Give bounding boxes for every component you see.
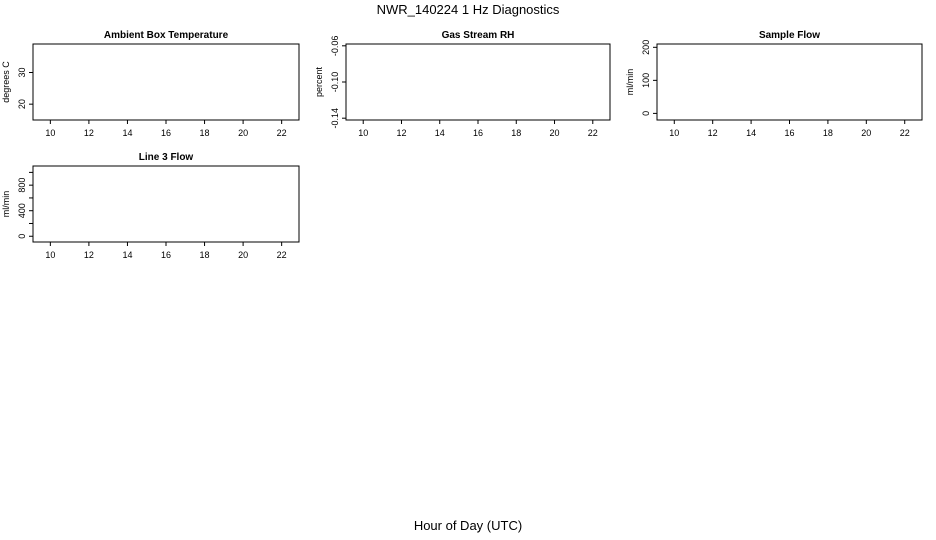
chart-panel: Ambient Box Temperature 10 12 14 16 18 20 22 20 3… <box>1 30 300 138</box>
x-tick-label: 14 <box>122 128 132 138</box>
x-tick-label: 10 <box>45 250 55 260</box>
panel-title: Line 3 Flow <box>139 152 194 163</box>
y-tick-label: -0.10 <box>330 72 340 93</box>
page-title: NWR_140224 1 Hz Diagnostics <box>376 2 560 17</box>
plot-frame <box>32 165 300 243</box>
x-tick-label: 16 <box>784 128 794 138</box>
x-tick-label: 22 <box>277 250 287 260</box>
x-tick-label: 18 <box>200 128 210 138</box>
y-axis-label: ml/min <box>625 69 635 96</box>
plot-frame <box>656 43 923 121</box>
y-tick-label: 0 <box>17 234 27 239</box>
x-tick-label: 12 <box>84 250 94 260</box>
x-tick-label: 10 <box>45 128 55 138</box>
y-tick-label: 30 <box>17 67 27 77</box>
x-tick-label: 18 <box>511 128 521 138</box>
x-tick-label: 10 <box>358 128 368 138</box>
x-tick-label: 12 <box>708 128 718 138</box>
x-tick-label: 16 <box>473 128 483 138</box>
x-tick-label: 16 <box>161 128 171 138</box>
y-axis-label: ml/min <box>1 191 11 218</box>
plot-frame <box>345 43 611 121</box>
x-tick-label: 18 <box>200 250 210 260</box>
x-tick-label: 22 <box>588 128 598 138</box>
x-tick-label: 16 <box>161 250 171 260</box>
x-tick-label: 18 <box>823 128 833 138</box>
y-tick-label: 100 <box>641 73 651 88</box>
panel-title: Ambient Box Temperature <box>104 30 229 41</box>
plot-frame <box>32 43 300 121</box>
y-tick-label: -0.06 <box>330 36 340 57</box>
x-tick-label: 14 <box>435 128 445 138</box>
x-tick-label: 22 <box>277 128 287 138</box>
panel-title: Sample Flow <box>759 30 820 41</box>
x-tick-label: 20 <box>861 128 871 138</box>
x-tick-label: 14 <box>122 250 132 260</box>
x-tick-label: 20 <box>550 128 560 138</box>
chart-panel: Gas Stream RH 10 12 14 16 18 20 22 -0.14 -0.10 -0.… <box>314 30 611 138</box>
y-tick-label: -0.14 <box>330 108 340 129</box>
y-tick-label: 20 <box>17 99 27 109</box>
y-tick-label: 0 <box>641 111 651 116</box>
y-axis-label: percent <box>314 66 324 97</box>
y-tick-label: 400 <box>17 203 27 218</box>
x-tick-label: 20 <box>238 128 248 138</box>
x-tick-label: 12 <box>84 128 94 138</box>
x-tick-label: 10 <box>669 128 679 138</box>
x-axis-label: Hour of Day (UTC) <box>413 518 523 533</box>
x-tick-label: 12 <box>396 128 406 138</box>
y-tick-label: 800 <box>17 178 27 193</box>
chart-panel: Line 3 Flow 10 12 14 16 18 20 22 0 400 800 ml/min <box>1 152 300 260</box>
y-axis-label: degrees C <box>1 61 11 103</box>
x-tick-label: 14 <box>746 128 756 138</box>
y-tick-label: 200 <box>641 40 651 55</box>
x-tick-label: 22 <box>900 128 910 138</box>
panel-title: Gas Stream RH <box>442 30 515 41</box>
chart-panel: Sample Flow 10 12 14 16 18 20 22 0 100 200 ml/min <box>625 30 923 138</box>
x-tick-label: 20 <box>238 250 248 260</box>
